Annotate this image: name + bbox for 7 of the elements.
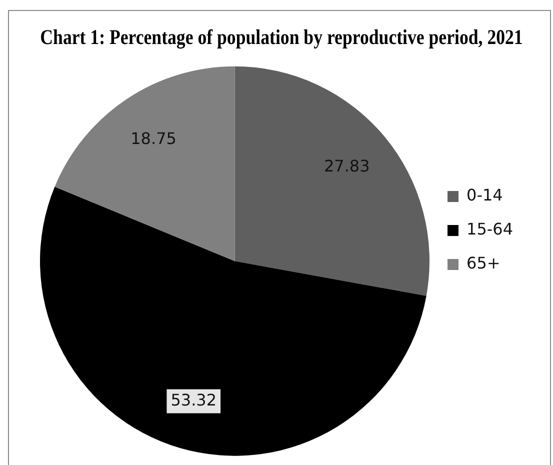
chart-title: Chart 1: Percentage of population by reproductive period, 2021 xyxy=(40,26,523,50)
data-label: 53.32 xyxy=(170,390,217,410)
legend-label: 0-14 xyxy=(466,186,503,205)
data-label: 18.75 xyxy=(130,128,176,148)
legend-label: 15-64 xyxy=(466,220,514,239)
legend-label: 65+ xyxy=(466,254,500,273)
data-label: 27.83 xyxy=(324,156,370,176)
